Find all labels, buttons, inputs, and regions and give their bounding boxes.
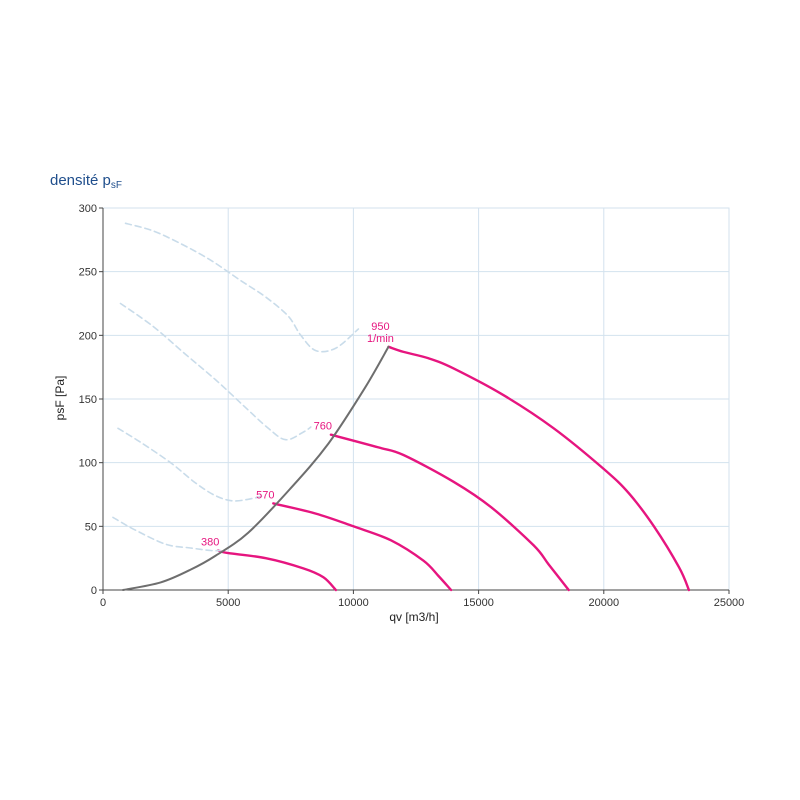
stall-curve: [112, 516, 222, 552]
chart-title-main: densité p: [50, 172, 111, 189]
x-tick-label: 10000: [338, 597, 369, 609]
axes: qv [m3/h] psF [Pa] 0 5000 10000 15000 20000 2…: [53, 203, 744, 624]
system-curve: [122, 345, 390, 591]
x-tick-label: 20000: [589, 597, 620, 609]
speed-curve: [217, 549, 338, 592]
y-tick-label: 0: [91, 585, 97, 597]
y-tick-label: 50: [85, 521, 97, 533]
stall-curve: [119, 302, 312, 441]
speed-curve: [387, 345, 691, 592]
chart-title-subscript: sF: [110, 180, 122, 191]
y-tick-label: 250: [79, 267, 97, 279]
y-tick-label: 150: [79, 394, 97, 406]
y-tick-label: 100: [79, 458, 97, 470]
y-tick-label: 300: [79, 203, 97, 215]
x-tick-label: 0: [100, 597, 106, 609]
series: [112, 222, 691, 592]
stall-curve: [124, 222, 360, 353]
curve-label: 1/min: [367, 333, 394, 345]
x-tick-label: 15000: [463, 597, 494, 609]
y-tick-label: 200: [79, 330, 97, 342]
grid: [102, 207, 730, 591]
speed-curve: [329, 433, 570, 592]
curve-label: 950: [371, 321, 389, 333]
speed-curve: [272, 502, 453, 592]
chart-title: densité psF: [50, 172, 122, 191]
x-tick-label: 25000: [714, 597, 745, 609]
curve-label: 760: [314, 421, 332, 433]
curve-label: 570: [256, 489, 274, 501]
y-axis-label: psF [Pa]: [53, 376, 67, 421]
x-tick-label: 5000: [216, 597, 240, 609]
curve-label: 380: [201, 537, 219, 549]
stall-curve: [117, 427, 265, 502]
x-axis-label: qv [m3/h]: [389, 610, 438, 624]
